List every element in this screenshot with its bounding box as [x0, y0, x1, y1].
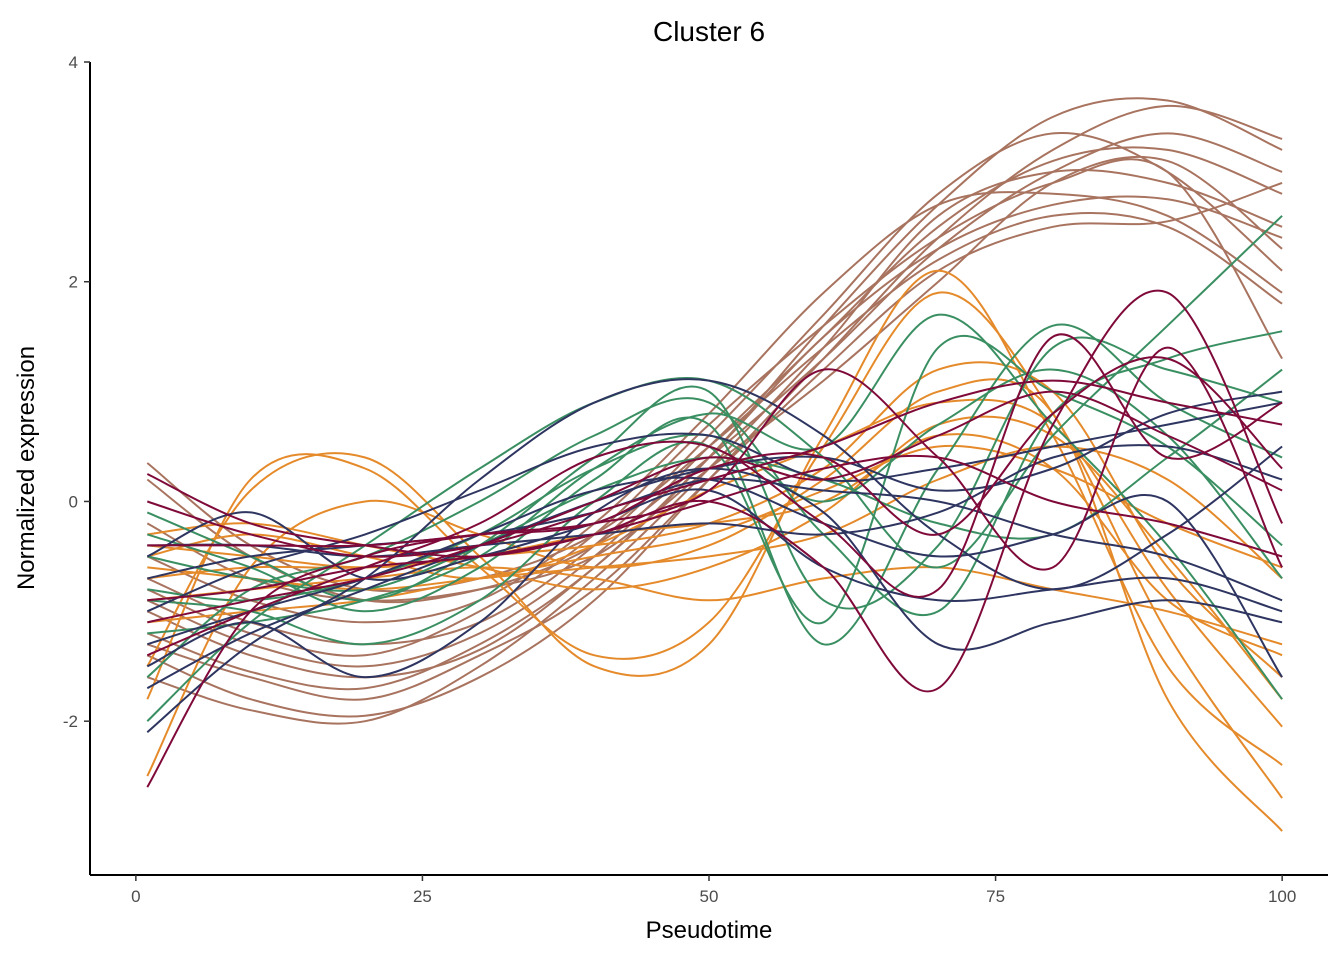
y-axis-title: Normalized expression [13, 346, 40, 590]
series-line-44 [147, 454, 1283, 602]
x-tick-label: 50 [700, 887, 719, 906]
x-axis-title: Pseudotime [646, 917, 773, 944]
series-line-37 [146, 476, 1283, 678]
y-tick-label: 4 [69, 53, 78, 72]
chart-title: Cluster 6 [653, 16, 765, 47]
series-line-27 [147, 334, 1283, 646]
x-tick-label: 75 [986, 887, 1005, 906]
series-line-38 [147, 444, 1283, 558]
y-tick-label: 2 [69, 273, 78, 292]
y-tick-label: -2 [63, 712, 78, 731]
x-tick-label: 0 [131, 887, 140, 906]
series-line-42 [147, 356, 1283, 548]
y-tick-label: 0 [69, 492, 78, 511]
series-layer [146, 97, 1283, 832]
series-line-17 [147, 433, 1283, 657]
series-line-19 [147, 415, 1283, 700]
series-line-45 [147, 390, 1283, 624]
series-line-34 [146, 401, 1283, 613]
x-axis-ticks: 0 25 50 75 100 [131, 875, 1296, 906]
series-line-18 [147, 445, 1283, 591]
series-line-28 [147, 313, 1283, 700]
series-line-31 [146, 378, 1283, 733]
series-line-22 [147, 361, 1283, 678]
series-line-39 [146, 346, 1283, 788]
series-line-43 [146, 379, 1283, 558]
x-tick-label: 100 [1268, 887, 1296, 906]
x-tick-label: 25 [413, 887, 432, 906]
series-line-13 [146, 378, 1283, 832]
y-axis-ticks: -2 0 2 4 [63, 53, 90, 731]
series-line-23 [146, 215, 1283, 722]
series-line-16 [147, 398, 1283, 728]
series-line-26 [146, 323, 1283, 646]
series-line-41 [146, 333, 1283, 657]
series-line-11 [146, 158, 1283, 657]
